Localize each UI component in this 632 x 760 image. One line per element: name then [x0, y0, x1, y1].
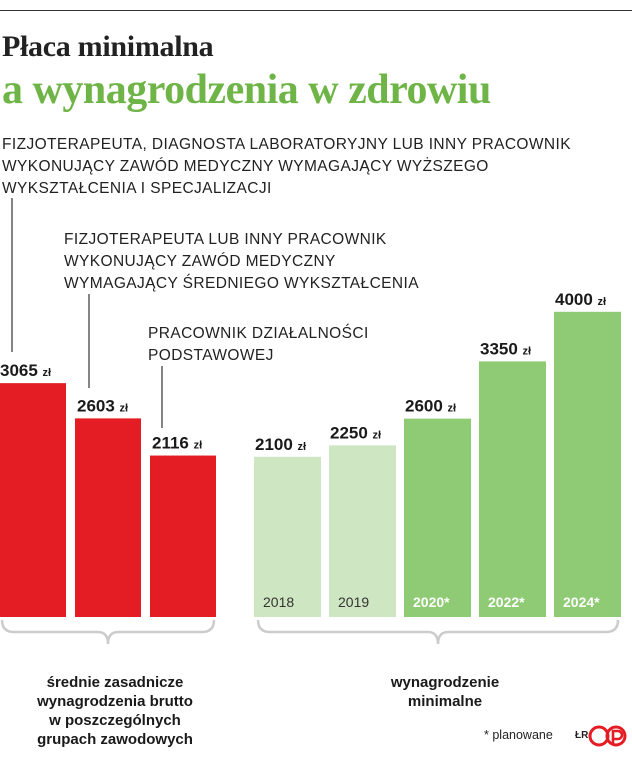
value-label-minimum-wage-4: 3350 zł: [480, 339, 531, 358]
bar-minimum-wage-2024: [554, 311, 621, 617]
year-label-1: 2018: [263, 594, 294, 610]
top-rule: [0, 10, 632, 11]
bar-salary-2: [75, 418, 141, 617]
annotation-secondary-education: FIZJOTERAPEUTA LUB INNY PRACOWNIK WYKONU…: [64, 231, 419, 292]
year-label-3: 2020*: [413, 594, 450, 610]
author-credit: ŁR: [575, 730, 589, 741]
value-label-minimum-wage-1: 2100 zł: [255, 435, 306, 454]
group-label-salaries: średnie zasadnicze wynagrodzenia brutto …: [37, 674, 193, 748]
value-label-minimum-wage-2: 2250 zł: [330, 423, 381, 442]
value-label-salary-2: 2603 zł: [77, 396, 128, 415]
year-label-4: 2022*: [488, 594, 525, 610]
annotation-specialist: FIZJOTERAPEUTA, DIAGNOSTA LABORATORYJNY …: [2, 136, 571, 197]
brace-salaries: [0, 619, 216, 645]
title-line2: a wynagrodzenia w zdrowiu: [2, 67, 491, 113]
group-label-minimum-wage: wynagrodzenie minimalne: [390, 674, 500, 710]
bar-salary-1: [0, 383, 66, 617]
pap-logo-icon: [588, 725, 627, 747]
year-label-2: 2019: [338, 594, 369, 610]
bar-salary-3: [150, 455, 216, 617]
footnote-planned: * planowane: [484, 728, 553, 742]
annotation-basic-worker: PRACOWNIK DZIAŁALNOŚCI PODSTAWOWEJ: [148, 325, 369, 364]
value-label-salary-3: 2116 zł: [152, 434, 202, 453]
value-label-minimum-wage-3: 2600 zł: [405, 397, 456, 416]
bar-minimum-wage-2020: [404, 418, 471, 617]
year-label-5: 2024*: [563, 594, 600, 610]
brace-minimum-wage: [256, 619, 620, 645]
title-line1: Płaca minimalna: [2, 30, 214, 63]
bar-minimum-wage-2019: [329, 445, 396, 617]
value-label-salary-1: 3065 zł: [0, 361, 51, 380]
bar-minimum-wage-2022: [479, 361, 546, 617]
value-label-minimum-wage-5: 4000 zł: [555, 290, 606, 309]
bar-minimum-wage-2018: [254, 456, 321, 617]
